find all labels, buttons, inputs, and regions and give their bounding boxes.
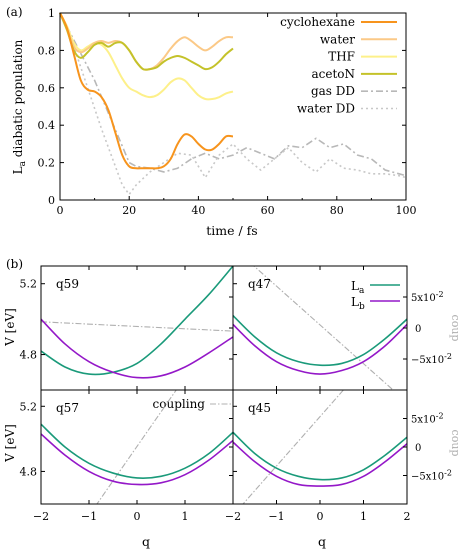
b-ytick-label: 5.2	[20, 278, 38, 291]
panel-a-ylabel: La diabatic population	[11, 39, 28, 174]
subplot-curves	[233, 390, 407, 504]
b-xtick-label: 1	[182, 510, 189, 523]
b-rtick-label-exponent: -2	[444, 352, 452, 361]
a-xtick-label: 80	[330, 204, 344, 217]
Lb-curve	[41, 318, 233, 379]
a-ytick-label: 0.6	[38, 82, 56, 95]
a-ytick-label: 0	[48, 194, 55, 207]
panel-b-label: (b)	[6, 257, 23, 271]
b-rtick-label: 0	[415, 324, 421, 335]
panel-a-xlabel: time / fs	[206, 223, 257, 238]
b-rtick-label-exponent: -2	[436, 412, 444, 421]
b-rtick-label-exponent: -2	[436, 290, 444, 299]
right-axis-label-top: coup	[449, 315, 462, 342]
a-ytick-label: 0.2	[38, 157, 56, 170]
subplot-title: q47	[248, 277, 271, 291]
a-xtick-label: 20	[122, 204, 136, 217]
a-xtick-label: 0	[57, 204, 64, 217]
panel-b-xlabel-left: q	[142, 534, 150, 549]
a-frame	[59, 12, 407, 201]
coupling-line	[242, 390, 345, 504]
right-axis-label-bottom: coup	[449, 430, 462, 457]
legend-Lb-main: L	[351, 295, 359, 309]
panel-a-label: (a)	[6, 5, 23, 19]
La-curve	[233, 315, 407, 367]
a-series-acetoN	[59, 12, 234, 71]
legend-coupling-label: coupling	[153, 397, 206, 411]
panel-b-xlabel-right: q	[318, 534, 326, 549]
b-rtick-label: 5x10-2	[411, 412, 444, 426]
a-series-gas-DD	[59, 12, 407, 177]
a-legend-label: acetoN	[311, 67, 355, 81]
panel-b-ylabel-bottom: V [eV]	[3, 424, 17, 463]
b-ytick-label: 4.8	[20, 349, 38, 362]
a-legend-label: water	[320, 32, 355, 46]
a-legend-label: water DD	[297, 102, 355, 116]
Lb-curve	[41, 433, 233, 486]
subplot-q57: q57 −2 −1 0 1 4.8 5.2	[20, 389, 234, 523]
legend-La-main: L	[351, 279, 359, 293]
b-xtick-label: −2	[33, 510, 49, 523]
b-rtick-label-mantissa: −5x10	[411, 355, 444, 366]
a-legend-label: cyclohexane	[280, 15, 355, 29]
subplot-title: q57	[56, 401, 79, 415]
b-rtick-label-mantissa: 5x10	[411, 293, 436, 304]
panel-b-ylabel-top: V [eV]	[3, 308, 17, 347]
b-xtick-label: 2	[404, 510, 411, 523]
b-xtick-label: −1	[81, 510, 97, 523]
b-xtick-label: 0	[134, 510, 141, 523]
b-xtick-label: −1	[268, 510, 284, 523]
panel-a-ylabel-rest: diabatic population	[11, 39, 25, 161]
b-ytick-label: 5.2	[20, 400, 38, 413]
a-xtick-label: 100	[396, 204, 417, 217]
b-rtick-label: −5x10-2	[411, 352, 452, 366]
b-rtick-label-mantissa: 5x10	[411, 415, 436, 426]
subplot-curves	[233, 266, 407, 390]
legend-Lb-sub: b	[359, 302, 365, 312]
a-ytick-label: 0.8	[38, 44, 56, 57]
a-xtick-label: 60	[261, 204, 275, 217]
panel-a-ylabel-main: L	[11, 166, 25, 174]
b-rtick-label: 5x10-2	[411, 290, 444, 304]
coupling-line	[41, 321, 233, 332]
panel-a-ylabel-sub: a	[18, 160, 28, 166]
a-ytick-label: 1	[48, 7, 55, 20]
Lb-curve	[233, 323, 407, 375]
subplot-curves	[41, 266, 233, 379]
legend-Lb-label: Lb	[351, 295, 365, 312]
a-legend-label: THF	[328, 50, 355, 64]
b-xtick-label: 0	[317, 510, 324, 523]
b-rtick-label-mantissa: −5x10	[411, 472, 444, 483]
b-ytick-label: 4.8	[20, 465, 38, 478]
subplot-q59: q59 4.8 5.2	[20, 265, 234, 391]
legend-La-label: La	[351, 279, 365, 296]
subplot-title: q59	[56, 277, 79, 291]
legend-La-sub: a	[359, 286, 365, 296]
b-rtick-label-exponent: -2	[444, 469, 452, 478]
b-rtick-label: 0	[415, 443, 421, 454]
coupling-line	[96, 390, 177, 504]
a-ytick-label: 0.4	[38, 119, 56, 132]
b-xtick-label: 1	[360, 510, 367, 523]
b-rtick-label: −5x10-2	[411, 469, 452, 483]
Lb-curve	[233, 441, 407, 487]
a-series-water	[59, 12, 234, 71]
b-xtick-label: −2	[225, 510, 241, 523]
a-series-THF	[59, 12, 234, 101]
subplot-title: q45	[248, 401, 271, 415]
coupling-line	[253, 266, 394, 390]
a-series-water-DD	[59, 12, 407, 196]
La-curve	[41, 266, 233, 376]
a-series-cyclohexane	[59, 12, 234, 170]
La-curve	[41, 423, 233, 479]
La-curve	[233, 431, 407, 481]
a-xtick-label: 40	[191, 204, 205, 217]
a-legend-label: gas DD	[311, 84, 355, 98]
subplot-curves	[41, 390, 233, 504]
panel-a-plot: 0 20 40 60 80 100 0 0.2 0.4 0.6 0.8 1 cyclohexane wat…	[38, 7, 417, 217]
